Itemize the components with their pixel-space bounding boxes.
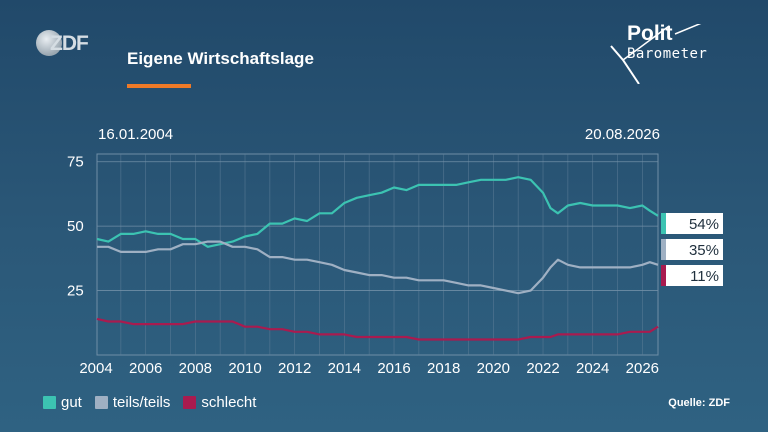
x-tick-label: 2004 — [79, 360, 112, 377]
end-label-marker-2 — [661, 239, 666, 260]
zdf-logo: ZDF — [36, 30, 92, 58]
end-label-value-2: 35% — [689, 242, 719, 259]
logo-barometer-text: Barometer — [627, 46, 708, 62]
x-tick-label: 2024 — [576, 360, 609, 377]
end-label-marker-3 — [661, 265, 666, 286]
x-tick-label: 2022 — [526, 360, 559, 377]
start-date: 16.01.2004 — [98, 126, 174, 143]
x-tick-label: 2014 — [328, 360, 361, 377]
x-tick-label: 2020 — [477, 360, 510, 377]
plot-frame — [96, 153, 659, 356]
x-tick-label: 2012 — [278, 360, 311, 377]
x-tick-label: 2016 — [377, 360, 410, 377]
x-tick-label: 2008 — [179, 360, 212, 377]
x-tick-label: 2006 — [129, 360, 162, 377]
zdf-logo-text: ZDF — [50, 32, 89, 55]
legend: gut teils/teils schlecht — [43, 394, 269, 411]
chart-title: Eigene Wirtschaftslage — [127, 49, 314, 68]
x-tick-label: 2018 — [427, 360, 460, 377]
series-line-1 — [96, 176, 659, 248]
politbarometer-logo: Polit Barometer — [605, 22, 715, 84]
legend-swatch-gut — [43, 396, 56, 409]
legend-swatch-schlecht — [183, 396, 197, 409]
end-label-box-1 — [666, 213, 723, 234]
legend-swatch-teils — [94, 396, 108, 409]
legend-item-gut: gut — [43, 394, 82, 411]
legend-label-gut: gut — [61, 394, 82, 411]
end-label-marker-1 — [661, 213, 666, 234]
legend-item-teils: teils/teils — [94, 394, 171, 411]
y-tick-label: 25 — [67, 283, 84, 300]
y-tick-label: 50 — [67, 218, 84, 235]
x-tick-label: 2010 — [228, 360, 261, 377]
zdf-logo-circle-icon — [36, 30, 62, 56]
end-label-box-2 — [666, 239, 723, 260]
logo-polit-text: Polit — [627, 22, 673, 45]
legend-label-teils: teils/teils — [112, 394, 171, 411]
series-line-2 — [97, 240, 659, 295]
y-tick-label: 75 — [67, 154, 84, 171]
end-label-value-3: 11% — [690, 268, 719, 285]
legend-label-schlecht: schlecht — [201, 394, 257, 411]
series-line-3 — [96, 317, 659, 341]
x-tick-label: 2026 — [626, 360, 659, 377]
title-accent-bar — [127, 84, 191, 88]
source-note: Quelle: ZDF — [668, 397, 730, 409]
legend-item-schlecht: schlecht — [183, 394, 256, 411]
end-label-box-3 — [666, 265, 723, 286]
end-label-value-1: 54% — [689, 216, 719, 233]
end-date: 20.08.2026 — [584, 126, 660, 143]
checkmark-icon — [610, 24, 702, 84]
